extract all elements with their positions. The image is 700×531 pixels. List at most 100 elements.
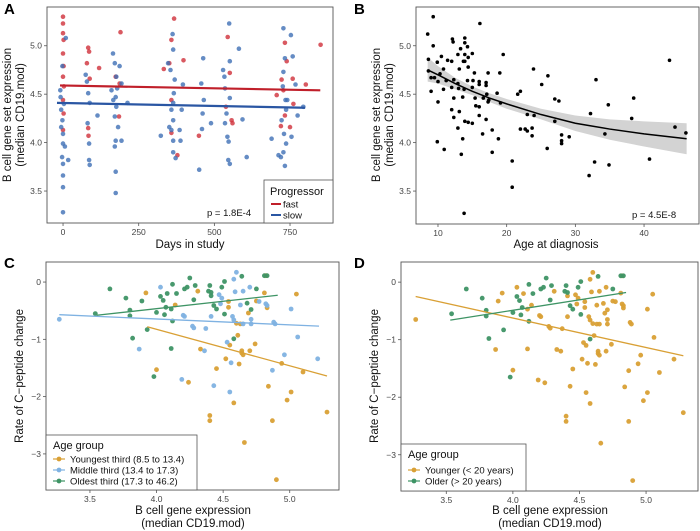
data-point bbox=[545, 146, 549, 151]
x-tick-label: 4.0 bbox=[151, 494, 163, 504]
data-point bbox=[110, 51, 116, 56]
data-point bbox=[117, 63, 122, 69]
data-point bbox=[168, 346, 174, 351]
data-point bbox=[622, 384, 628, 390]
data-point bbox=[123, 295, 129, 301]
data-point bbox=[278, 154, 284, 160]
data-point bbox=[635, 361, 641, 367]
data-point bbox=[279, 77, 284, 82]
legend-item-older: Older (> 20 years) bbox=[408, 477, 502, 488]
data-point bbox=[161, 66, 167, 72]
data-point bbox=[641, 398, 646, 404]
data-point bbox=[526, 282, 532, 287]
data-point bbox=[207, 413, 213, 418]
fit-line bbox=[415, 295, 684, 357]
x-axis-label: Days in study bbox=[155, 239, 224, 251]
data-point bbox=[481, 96, 486, 100]
data-point bbox=[501, 327, 506, 333]
data-point bbox=[484, 117, 488, 122]
data-point bbox=[539, 82, 544, 87]
data-point bbox=[230, 120, 235, 126]
data-point bbox=[295, 113, 300, 118]
data-point bbox=[429, 75, 433, 80]
data-point bbox=[507, 374, 513, 380]
plot-area: 10 20 30 40 3.5 4.0 4.5 5.0 bbox=[399, 6, 700, 238]
y-tick-label: −1 bbox=[31, 334, 41, 344]
data-point bbox=[590, 270, 596, 275]
data-point bbox=[208, 293, 214, 299]
data-point bbox=[578, 312, 584, 317]
data-point bbox=[208, 314, 214, 319]
data-point bbox=[553, 119, 557, 124]
data-point bbox=[452, 77, 456, 82]
data-point bbox=[109, 88, 114, 93]
data-point bbox=[457, 109, 462, 114]
data-point bbox=[602, 310, 608, 316]
data-point bbox=[65, 157, 71, 163]
y-axis-label-line2: (median CD19.mod) bbox=[384, 63, 396, 167]
data-point bbox=[199, 126, 205, 132]
data-point bbox=[202, 348, 207, 354]
data-point bbox=[603, 132, 607, 136]
data-point bbox=[170, 281, 175, 287]
data-point bbox=[466, 120, 471, 125]
x-tick-label: 3.5 bbox=[440, 495, 452, 505]
data-point bbox=[173, 155, 178, 161]
data-point bbox=[256, 299, 262, 304]
data-point bbox=[557, 99, 561, 103]
data-point bbox=[549, 283, 554, 288]
data-point bbox=[465, 44, 470, 49]
data-point bbox=[181, 58, 186, 63]
data-point bbox=[61, 111, 66, 116]
data-point bbox=[535, 377, 541, 383]
data-point bbox=[495, 298, 501, 304]
y-axis-label: Rate of C−peptide change bbox=[369, 309, 381, 443]
x-tick-label: 5.0 bbox=[284, 494, 296, 504]
data-point bbox=[180, 82, 186, 87]
data-point bbox=[95, 113, 100, 118]
data-point bbox=[231, 317, 237, 323]
data-point bbox=[58, 124, 64, 130]
data-point bbox=[485, 92, 489, 96]
data-point bbox=[119, 138, 124, 143]
data-point bbox=[429, 89, 433, 94]
legend: Age group Youngest third (8.5 to 13.4) M… bbox=[45, 434, 198, 491]
data-point bbox=[606, 103, 611, 107]
data-point bbox=[270, 367, 275, 373]
data-point bbox=[201, 97, 207, 103]
y-tick-label: 4.0 bbox=[399, 138, 411, 148]
data-point bbox=[227, 70, 233, 76]
fit-line bbox=[147, 326, 328, 377]
panel-c: 3.5 4.0 4.5 5.0 −3 −2 −1 0 C Rate of C−peptide … bbox=[4, 255, 340, 530]
x-tick-label: 30 bbox=[571, 228, 581, 238]
data-point bbox=[167, 124, 172, 130]
data-point bbox=[158, 133, 164, 139]
data-point bbox=[171, 90, 177, 96]
data-point bbox=[638, 352, 644, 358]
y-tick-label: 5.0 bbox=[399, 41, 411, 51]
data-point bbox=[184, 284, 190, 290]
data-point bbox=[466, 65, 471, 69]
data-point bbox=[283, 107, 289, 112]
data-point bbox=[200, 56, 206, 61]
data-point bbox=[186, 379, 191, 385]
data-point bbox=[547, 297, 553, 303]
data-point bbox=[484, 80, 488, 85]
data-point bbox=[170, 31, 175, 37]
data-point bbox=[629, 116, 634, 121]
data-point bbox=[521, 291, 526, 296]
data-point bbox=[450, 37, 455, 41]
data-point bbox=[114, 74, 119, 79]
data-point bbox=[178, 138, 183, 143]
data-point bbox=[86, 49, 92, 54]
data-point bbox=[274, 477, 279, 483]
y-tick-label: −3 bbox=[31, 449, 41, 459]
data-point bbox=[179, 377, 185, 382]
data-point bbox=[525, 112, 530, 117]
data-point bbox=[498, 71, 502, 75]
legend-fast-label: fast bbox=[283, 200, 299, 211]
data-point bbox=[477, 82, 482, 87]
data-point bbox=[207, 283, 213, 288]
data-point bbox=[222, 74, 227, 79]
p-value-annotation: p = 1.8E-4 bbox=[207, 208, 251, 219]
